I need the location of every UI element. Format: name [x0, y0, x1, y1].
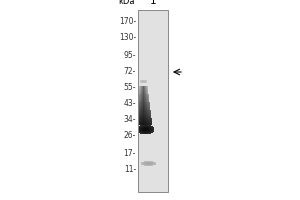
Text: 17-: 17- [124, 150, 136, 158]
Text: 11-: 11- [124, 166, 136, 174]
Bar [138, 10, 168, 192]
Text: 26-: 26- [124, 132, 136, 140]
Text: 43-: 43- [124, 99, 136, 108]
Text: 34-: 34- [124, 114, 136, 123]
Text: 130-: 130- [119, 33, 136, 43]
Text: 55-: 55- [124, 82, 136, 92]
Text: 170-: 170- [119, 18, 136, 26]
Text: 1: 1 [150, 0, 156, 6]
Text: 72-: 72- [124, 68, 136, 76]
Text: 95-: 95- [124, 50, 136, 60]
Text: kDa: kDa [118, 0, 135, 6]
